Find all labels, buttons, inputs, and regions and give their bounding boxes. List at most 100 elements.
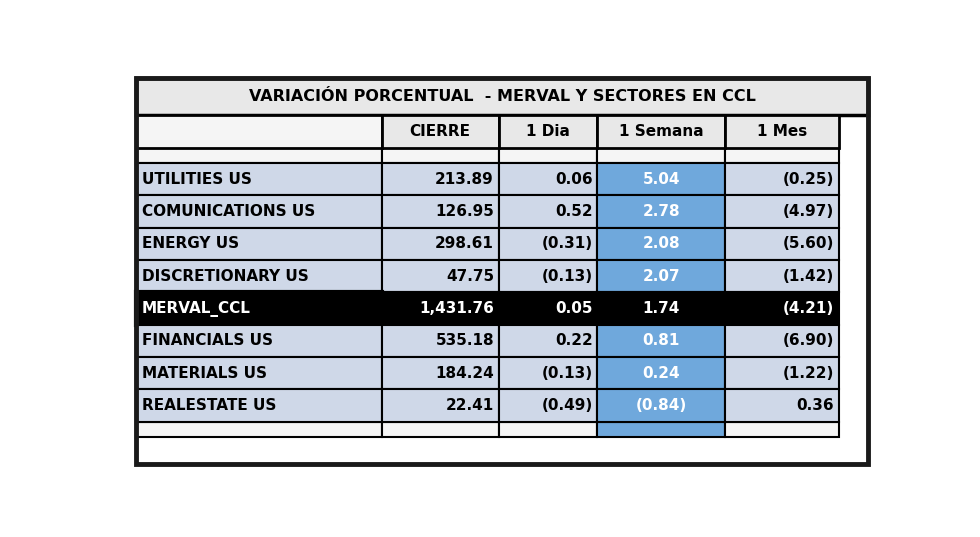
Text: 2.08: 2.08	[643, 236, 680, 251]
Bar	[499, 195, 598, 228]
Text: (1.22): (1.22)	[783, 366, 834, 381]
Text: 1 Mes: 1 Mes	[757, 124, 808, 139]
Bar	[499, 260, 598, 292]
Text: 298.61: 298.61	[435, 236, 494, 251]
Text: 47.75: 47.75	[446, 268, 494, 284]
Text: 0.24: 0.24	[643, 366, 680, 381]
Bar	[598, 228, 725, 260]
Bar	[598, 389, 725, 422]
Text: ENERGY US: ENERGY US	[142, 236, 239, 251]
Bar	[136, 292, 381, 325]
Bar	[136, 389, 381, 422]
Text: (0.13): (0.13)	[542, 268, 593, 284]
Bar	[598, 422, 725, 437]
Text: 126.95: 126.95	[435, 204, 494, 219]
Bar	[136, 195, 381, 228]
Text: 22.41: 22.41	[446, 398, 494, 413]
Bar	[381, 389, 499, 422]
Bar	[725, 357, 839, 389]
Bar	[381, 163, 499, 195]
Text: (1.42): (1.42)	[783, 268, 834, 284]
Text: (0.49): (0.49)	[542, 398, 593, 413]
Bar	[136, 78, 868, 115]
Text: 1 Dia: 1 Dia	[526, 124, 570, 139]
Bar	[136, 260, 381, 292]
Bar	[381, 357, 499, 389]
Bar	[598, 357, 725, 389]
Bar	[725, 115, 839, 148]
Text: 0.06: 0.06	[555, 172, 593, 187]
Bar	[725, 422, 839, 437]
Bar	[499, 357, 598, 389]
Text: (0.31): (0.31)	[542, 236, 593, 251]
Text: (4.97): (4.97)	[783, 204, 834, 219]
Bar	[725, 195, 839, 228]
Text: 0.36: 0.36	[797, 398, 834, 413]
Bar	[598, 115, 725, 148]
Bar	[381, 422, 499, 437]
Text: (0.13): (0.13)	[542, 366, 593, 381]
Text: VARIACIÓN PORCENTUAL  - MERVAL Y SECTORES EN CCL: VARIACIÓN PORCENTUAL - MERVAL Y SECTORES…	[249, 89, 756, 104]
Text: 213.89: 213.89	[435, 172, 494, 187]
Text: 0.05: 0.05	[556, 301, 593, 316]
Bar	[136, 163, 381, 195]
Text: CIERRE: CIERRE	[410, 124, 470, 139]
Bar	[598, 148, 725, 163]
Text: 0.22: 0.22	[555, 333, 593, 349]
Text: 1.74: 1.74	[643, 301, 680, 316]
Bar	[381, 228, 499, 260]
Bar	[499, 163, 598, 195]
Bar	[136, 422, 381, 437]
Bar	[725, 389, 839, 422]
Bar	[499, 325, 598, 357]
Text: DISCRETIONARY US: DISCRETIONARY US	[142, 268, 309, 284]
Text: 1,431.76: 1,431.76	[419, 301, 494, 316]
Bar	[598, 260, 725, 292]
Text: MATERIALS US: MATERIALS US	[142, 366, 267, 381]
Text: (4.21): (4.21)	[783, 301, 834, 316]
Bar	[725, 292, 839, 325]
Bar	[598, 325, 725, 357]
Text: (0.84): (0.84)	[636, 398, 687, 413]
Text: 2.07: 2.07	[643, 268, 680, 284]
Bar	[136, 325, 381, 357]
Bar	[499, 228, 598, 260]
Bar	[598, 292, 725, 325]
Bar	[136, 357, 381, 389]
Text: (0.25): (0.25)	[783, 172, 834, 187]
Text: 535.18: 535.18	[435, 333, 494, 349]
Bar	[725, 325, 839, 357]
Text: REALESTATE US: REALESTATE US	[142, 398, 276, 413]
Bar	[725, 163, 839, 195]
Text: (6.90): (6.90)	[783, 333, 834, 349]
Text: COMUNICATIONS US: COMUNICATIONS US	[142, 204, 316, 219]
Text: 184.24: 184.24	[435, 366, 494, 381]
Bar	[725, 228, 839, 260]
Bar	[136, 228, 381, 260]
Bar	[499, 148, 598, 163]
Text: 1 Semana: 1 Semana	[619, 124, 704, 139]
Text: 2.78: 2.78	[643, 204, 680, 219]
Text: UTILITIES US: UTILITIES US	[142, 172, 252, 187]
Bar	[499, 422, 598, 437]
Bar	[381, 115, 499, 148]
Bar	[381, 260, 499, 292]
Bar	[499, 115, 598, 148]
Text: (5.60): (5.60)	[783, 236, 834, 251]
Text: 5.04: 5.04	[643, 172, 680, 187]
Bar	[725, 260, 839, 292]
Bar	[598, 163, 725, 195]
Text: FINANCIALS US: FINANCIALS US	[142, 333, 272, 349]
Bar	[136, 115, 381, 148]
Bar	[598, 195, 725, 228]
Bar	[381, 325, 499, 357]
Text: 0.52: 0.52	[555, 204, 593, 219]
Text: MERVAL_CCL: MERVAL_CCL	[142, 301, 251, 316]
Bar	[499, 389, 598, 422]
Bar	[136, 148, 381, 163]
Text: 0.81: 0.81	[643, 333, 680, 349]
Bar	[381, 148, 499, 163]
Bar	[725, 148, 839, 163]
Bar	[499, 292, 598, 325]
Bar	[381, 195, 499, 228]
